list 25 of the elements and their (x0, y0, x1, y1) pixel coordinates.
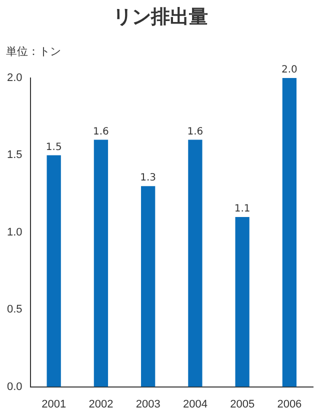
x-tick-label: 2006 (277, 398, 302, 410)
data-label: 1.6 (187, 126, 204, 138)
bar (188, 140, 202, 387)
bar (46, 155, 61, 387)
x-tick-label: 2001 (42, 398, 66, 410)
y-tick-label: 2.0 (6, 72, 22, 84)
bar (282, 78, 297, 387)
x-tick-label: 2003 (136, 398, 160, 410)
data-label: 1.1 (234, 204, 250, 215)
y-tick-label: 0.5 (6, 304, 22, 316)
y-tick-label: 1.0 (6, 226, 22, 238)
data-label: 2.0 (281, 64, 298, 76)
bar (235, 216, 250, 387)
y-tick-label: 1.5 (6, 149, 22, 162)
data-label: 1.3 (140, 172, 156, 184)
x-tick-label: 2002 (88, 398, 114, 410)
data-label: 1.5 (46, 142, 62, 153)
y-tick-label: 0.0 (6, 380, 22, 393)
chart-title: リン排出量 (112, 5, 209, 30)
bar (141, 186, 156, 387)
x-tick-label: 2005 (230, 398, 255, 410)
data-label: 1.6 (93, 126, 109, 138)
x-tick-label: 2004 (182, 398, 208, 410)
bar (94, 140, 108, 387)
y-axis-title: 単位：トン (6, 44, 61, 59)
